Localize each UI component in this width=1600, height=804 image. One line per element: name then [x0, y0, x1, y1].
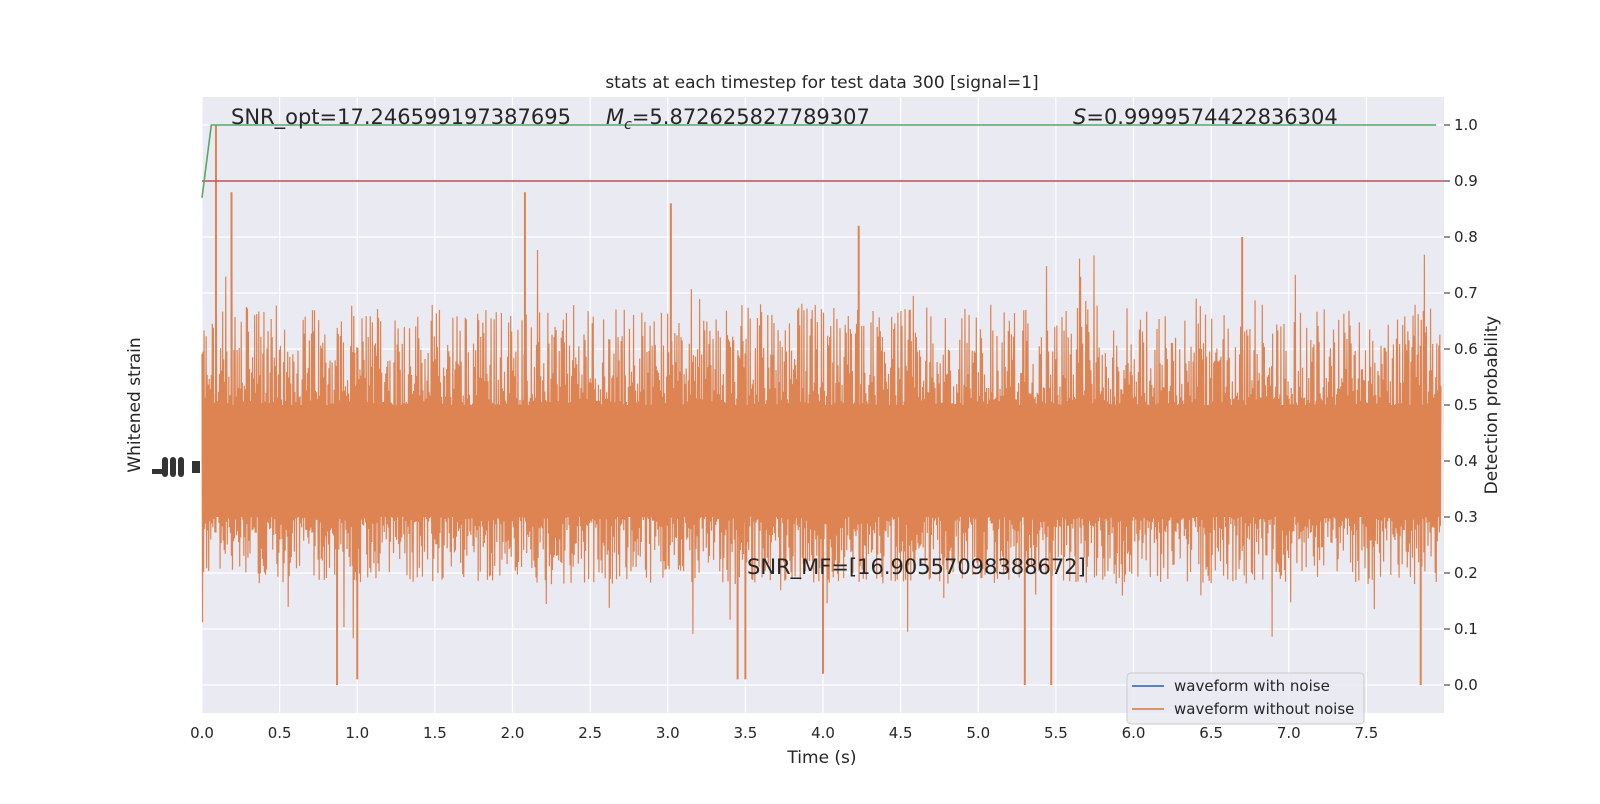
left-tick-mark: [170, 457, 176, 477]
x-tick-label: 6.5: [1199, 724, 1223, 742]
y-tick-label: 0.9: [1454, 172, 1478, 190]
s-value: =0.9999574422836304: [1086, 105, 1337, 129]
s-annotation: S=0.9999574422836304: [1073, 105, 1338, 129]
y-tick-label: 0.8: [1454, 228, 1478, 246]
x-axis-label: Time (s): [786, 748, 856, 768]
x-tick-label: 1.5: [423, 724, 447, 742]
x-tick-label: 2.5: [578, 724, 602, 742]
mc-symbol: M: [606, 105, 624, 129]
y-tick-label: 0.4: [1454, 452, 1478, 470]
left-tick-mark: [152, 469, 166, 474]
x-tick-label: 7.5: [1354, 724, 1378, 742]
snr-mf-annotation: SNR_MF=[16.90557098388672]: [747, 555, 1086, 580]
y-tick-label: 0.2: [1454, 564, 1478, 582]
x-tick-label: 7.0: [1277, 724, 1301, 742]
x-tick-label: 5.0: [966, 724, 990, 742]
legend-label-clean: waveform without noise: [1174, 700, 1354, 718]
line-layer: [201, 124, 1444, 198]
tick-layer: 0.0 0.5 1.0 1.5 2.0 2.5 3.0 3.5 4.0 4.5 5.0 5.5 6.0 6…: [190, 116, 1478, 742]
x-tick-label: 6.0: [1122, 724, 1146, 742]
mc-subscript: c: [624, 117, 632, 133]
x-tick-label: 4.5: [889, 724, 913, 742]
y-tick-label: 1.0: [1454, 116, 1478, 134]
legend: waveform with noise waveform without noi…: [1126, 672, 1365, 725]
chart-title: stats at each timestep for test data 300…: [605, 73, 1038, 93]
legend-box: [1126, 672, 1365, 725]
signal-layer: [201, 125, 1442, 685]
x-tick-label: 3.0: [656, 724, 680, 742]
left-y-axis-label: Whitened strain: [125, 337, 145, 472]
y-tick-label: 0.6: [1454, 340, 1478, 358]
y-tick-label: 0.5: [1454, 396, 1478, 414]
x-tick-label: 1.0: [345, 724, 369, 742]
x-tick-label: 0.0: [190, 724, 214, 742]
x-tick-label: 4.0: [811, 724, 835, 742]
snr-opt-annotation: SNR_opt=17.246599197387695: [231, 105, 571, 130]
x-tick-label: 2.0: [501, 724, 525, 742]
mc-value: =5.872625827789307: [632, 105, 870, 129]
detection-probability-line: [201, 124, 1437, 198]
y-tick-label: 0.0: [1454, 676, 1478, 694]
waveform-without-noise-line: [201, 249, 1442, 639]
left-tick-mark: [192, 461, 200, 473]
y-tick-label: 0.7: [1454, 284, 1478, 302]
left-tick-mark: [162, 457, 168, 477]
y-tick-label: 0.1: [1454, 620, 1478, 638]
right-y-axis-label: Detection probability: [1482, 316, 1502, 495]
s-symbol: S: [1073, 105, 1086, 129]
legend-label-noise: waveform with noise: [1174, 677, 1330, 695]
x-tick-label: 0.5: [268, 724, 292, 742]
x-tick-label: 5.5: [1044, 724, 1068, 742]
left-axis-ticks: [152, 457, 200, 477]
x-tick-label: 3.5: [733, 724, 757, 742]
mc-annotation: Mc=5.872625827789307: [606, 105, 870, 133]
left-tick-mark: [178, 457, 184, 477]
waveform-core-band: [202, 405, 1441, 517]
y-tick-label: 0.3: [1454, 508, 1478, 526]
